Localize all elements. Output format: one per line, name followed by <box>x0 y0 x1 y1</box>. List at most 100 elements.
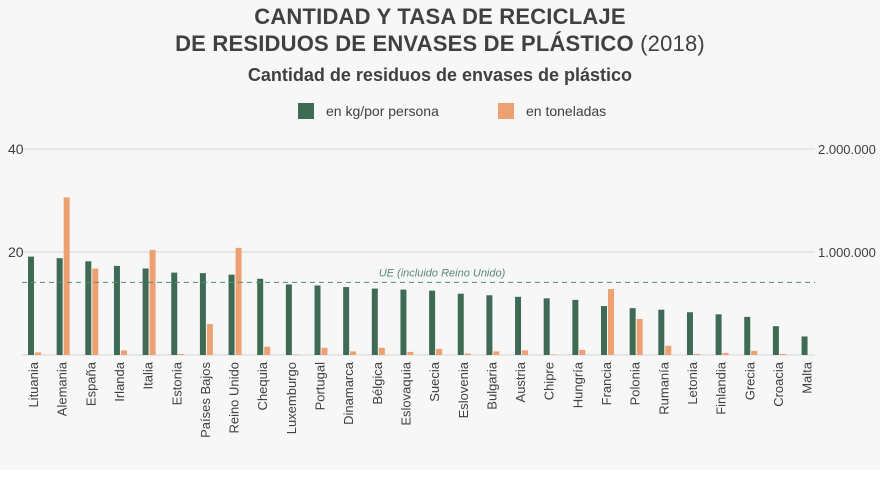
y-right-tick-label: 2.000.000 <box>818 142 876 157</box>
bar-kg <box>371 288 378 355</box>
bar-kg <box>543 298 550 355</box>
bar-tons <box>751 350 758 355</box>
x-category-label: Chipre <box>542 362 557 400</box>
footer-band <box>0 470 880 495</box>
bar-tons <box>378 347 385 355</box>
x-category-label: Eslovenia <box>456 361 471 418</box>
bar-kg <box>171 272 178 355</box>
bar-kg <box>715 314 722 355</box>
bar-tons <box>92 268 99 355</box>
x-category-label: Alemania <box>55 361 70 416</box>
bar-kg <box>28 256 34 355</box>
x-category-label: Suecia <box>427 361 442 402</box>
bar-kg <box>142 268 149 355</box>
bar-tons <box>436 348 443 355</box>
bar-tons <box>550 354 557 355</box>
legend-label-kg: en kg/por persona <box>326 103 439 119</box>
x-category-label: Dinamarca <box>341 361 356 425</box>
x-category-label: Reino Unido <box>227 362 242 434</box>
bar-tons <box>292 354 299 355</box>
x-category-label: Eslovaquia <box>398 361 413 425</box>
bar-tons <box>63 197 70 355</box>
bar-kg <box>457 293 464 355</box>
bar-kg <box>686 312 693 355</box>
bar-kg <box>343 287 350 355</box>
bar-kg <box>429 290 436 355</box>
bar-tons <box>722 352 729 355</box>
y-right-tick-label: 1.000.000 <box>818 245 876 260</box>
bar-kg <box>56 258 63 355</box>
bar-tons <box>206 324 213 355</box>
legend-label-tons: en toneladas <box>526 103 607 119</box>
bar-kg <box>199 273 206 355</box>
y-left-tick-label: 20 <box>8 244 24 260</box>
bar-tons <box>522 350 529 355</box>
bar-kg <box>629 308 636 355</box>
legend-item-kg: en kg/por persona <box>298 103 439 119</box>
legend-swatch-kg <box>298 103 314 119</box>
y-left-tick-label: 40 <box>8 141 24 157</box>
bar-kg <box>285 284 292 355</box>
x-category-label: Bulgaria <box>484 361 499 409</box>
x-category-label: Polonia <box>628 361 643 405</box>
bar-kg <box>772 326 779 355</box>
x-category-label: Letonia <box>685 361 700 404</box>
bar-tons <box>149 249 156 355</box>
bar-kg <box>113 265 120 355</box>
x-category-label: Luxemburgo <box>284 362 299 434</box>
chart-title-line1: CANTIDAD Y TASA DE RECICLAJE <box>254 4 626 29</box>
x-category-label: Hungría <box>570 361 585 408</box>
bar-tons <box>264 346 271 355</box>
bar-kg <box>601 306 607 355</box>
bar-tons <box>178 353 185 355</box>
x-category-label: Chequia <box>255 361 270 410</box>
x-category-label: Irlanda <box>112 361 127 402</box>
bar-kg <box>486 295 493 355</box>
bar-kg <box>400 289 407 355</box>
bar-kg <box>257 278 264 355</box>
chart-subtitle: Cantidad de residuos de envases de plást… <box>247 65 633 85</box>
bar-tons <box>693 353 700 355</box>
x-category-label: Países Bajos <box>198 362 213 438</box>
bar-tons <box>321 347 328 355</box>
x-category-label: Bélgica <box>370 361 385 404</box>
x-category-label: Austria <box>513 361 528 402</box>
bar-tons <box>350 351 357 355</box>
x-category-label: Italia <box>141 361 156 389</box>
x-category-label: Croacia <box>771 361 786 407</box>
bar-kg <box>228 274 235 355</box>
bar-tons <box>464 353 471 355</box>
bar-tons <box>407 351 414 355</box>
x-category-label: Portugal <box>313 362 328 411</box>
bar-tons <box>779 353 786 355</box>
legend-item-tons: en toneladas <box>498 103 606 119</box>
x-category-label: Grecia <box>742 361 757 400</box>
x-category-label: Estonia <box>169 361 184 405</box>
x-category-label: Finlandia <box>714 361 729 415</box>
chart-title-line2: DE RESIDUOS DE ENVASES DE PLÁSTICO (2018… <box>0 31 880 57</box>
bar-kg <box>572 299 579 355</box>
bar-tons <box>665 345 672 355</box>
chart-title-line2-main: DE RESIDUOS DE ENVASES DE PLÁSTICO <box>175 31 634 56</box>
bar-tons <box>636 318 643 355</box>
bar-kg <box>515 296 522 355</box>
bar-tons <box>493 351 500 355</box>
bar-kg <box>801 336 808 355</box>
chart-title-year: (2018) <box>640 31 705 56</box>
x-category-label: Malta <box>800 361 815 394</box>
bar-chart-plot: 20 40 1.000.000 2.000.000 Lituania Alemania Es… <box>8 141 876 438</box>
chart-legend: en kg/por persona en toneladas <box>0 103 880 123</box>
eu-reference-label: UE (incluido Reino Unido) <box>379 267 506 279</box>
bar-tons <box>35 352 41 355</box>
legend-swatch-tons <box>498 103 514 119</box>
bar-kg <box>658 309 665 355</box>
x-category-label: Lituania <box>26 361 41 407</box>
bar-tons <box>235 247 242 355</box>
bar-kg <box>744 316 751 355</box>
bar-tons <box>579 349 586 355</box>
x-category-label: España <box>83 361 98 406</box>
bar-kg <box>85 261 92 355</box>
bar-tons <box>120 350 127 355</box>
x-category-label: Rumanía <box>656 361 671 415</box>
